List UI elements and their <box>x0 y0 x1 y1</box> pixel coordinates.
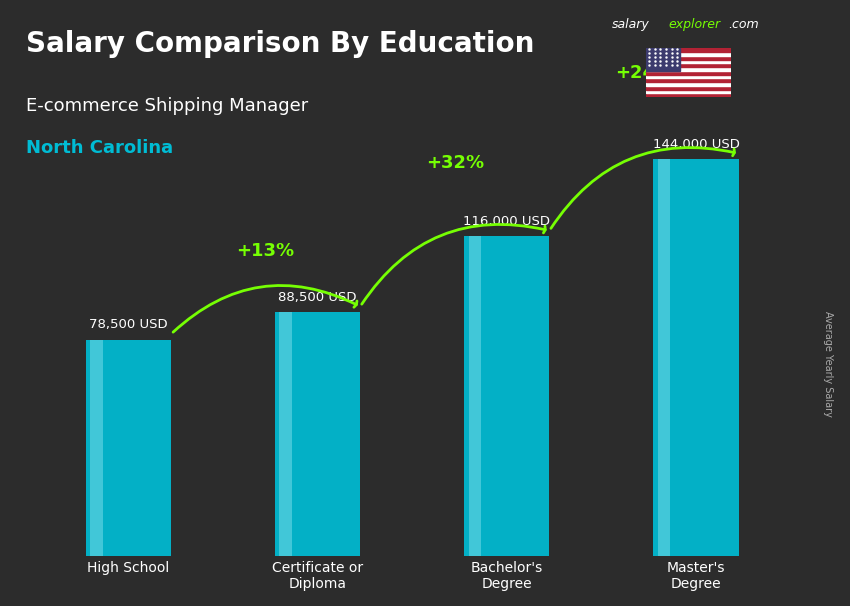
Bar <box>275 312 360 556</box>
Text: 116,000 USD: 116,000 USD <box>463 215 550 228</box>
Text: E-commerce Shipping Manager: E-commerce Shipping Manager <box>26 97 308 115</box>
Bar <box>646 67 731 71</box>
Bar <box>280 312 292 556</box>
Text: 88,500 USD: 88,500 USD <box>279 291 357 304</box>
Bar <box>646 56 731 59</box>
Bar <box>646 75 731 78</box>
Bar <box>646 71 731 75</box>
Bar <box>654 159 739 556</box>
Text: +24%: +24% <box>615 64 673 82</box>
Bar <box>646 82 731 86</box>
Bar <box>646 86 731 90</box>
Bar <box>86 339 171 556</box>
Text: +13%: +13% <box>236 242 295 260</box>
Bar <box>468 236 481 556</box>
Bar <box>90 339 103 556</box>
Text: Average Yearly Salary: Average Yearly Salary <box>823 311 833 416</box>
Bar <box>646 93 731 97</box>
Bar <box>646 90 731 93</box>
Text: North Carolina: North Carolina <box>26 139 173 158</box>
Bar <box>646 52 731 56</box>
Bar <box>464 236 549 556</box>
Text: .com: .com <box>728 18 759 31</box>
Text: salary: salary <box>612 18 649 31</box>
Text: Salary Comparison By Education: Salary Comparison By Education <box>26 30 534 58</box>
Bar <box>646 78 731 82</box>
Text: +32%: +32% <box>426 153 484 171</box>
Text: 78,500 USD: 78,500 USD <box>89 318 167 331</box>
Text: 144,000 USD: 144,000 USD <box>653 138 740 151</box>
Text: explorer: explorer <box>668 18 720 31</box>
Bar <box>646 59 731 64</box>
Bar <box>646 48 680 71</box>
Bar <box>658 159 671 556</box>
Bar <box>646 64 731 67</box>
Bar <box>646 48 731 52</box>
